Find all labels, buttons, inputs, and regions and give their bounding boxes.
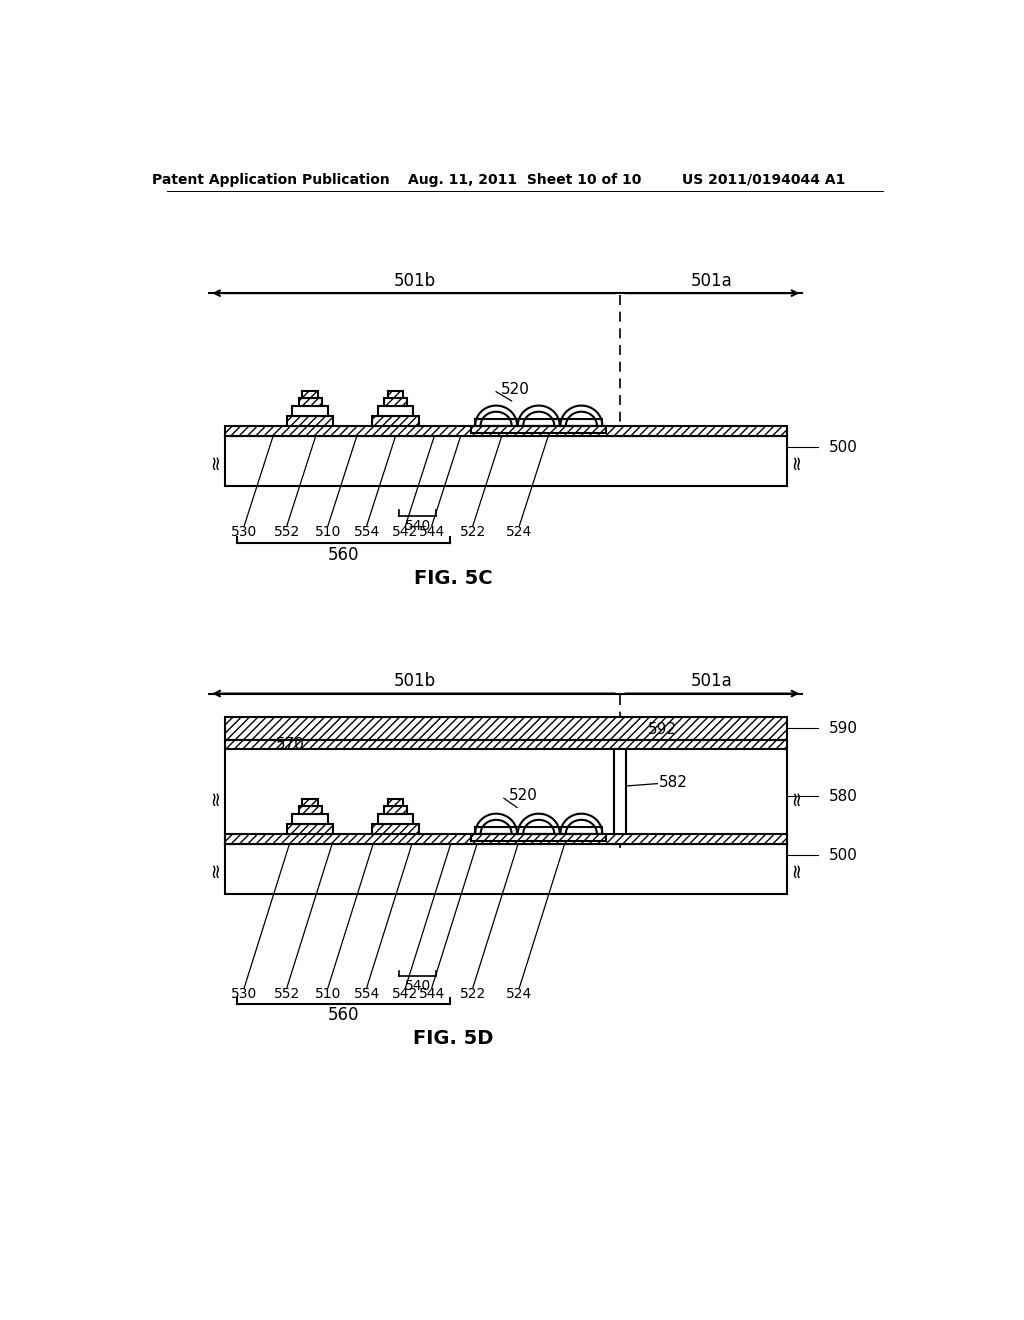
Bar	[475, 418, 602, 426]
Bar	[378, 407, 414, 416]
Bar	[225, 717, 786, 739]
Text: 500: 500	[829, 440, 858, 454]
Text: ≈: ≈	[206, 788, 225, 804]
Bar	[372, 824, 419, 834]
Bar	[299, 807, 322, 814]
Text: 501a: 501a	[690, 272, 732, 290]
Bar	[384, 807, 407, 814]
Bar	[471, 834, 606, 841]
Text: 501b: 501b	[393, 272, 436, 290]
Text: 522: 522	[460, 525, 486, 539]
Text: 554: 554	[353, 525, 380, 539]
Bar	[471, 834, 606, 841]
Bar	[292, 814, 328, 824]
Text: 522: 522	[460, 987, 486, 1001]
Text: ≈: ≈	[786, 453, 806, 469]
Bar	[287, 824, 334, 834]
Text: 530: 530	[231, 987, 257, 1001]
Text: FIG. 5C: FIG. 5C	[414, 569, 493, 587]
Bar	[292, 407, 328, 416]
Bar	[372, 824, 419, 834]
Text: Patent Application Publication: Patent Application Publication	[153, 173, 390, 187]
Bar	[388, 799, 403, 807]
Bar	[302, 391, 317, 397]
Text: 592: 592	[648, 722, 677, 738]
Bar	[287, 416, 334, 425]
Bar	[372, 416, 419, 425]
Bar	[225, 425, 786, 436]
Bar	[388, 391, 403, 397]
Text: 552: 552	[273, 987, 300, 1001]
Text: 540: 540	[404, 519, 431, 533]
Bar	[471, 425, 606, 433]
Text: 524: 524	[506, 987, 532, 1001]
Text: 500: 500	[829, 847, 858, 863]
Bar	[225, 739, 786, 748]
Text: ≈: ≈	[786, 861, 806, 876]
Bar	[384, 397, 407, 407]
Text: FIG. 5D: FIG. 5D	[414, 1030, 494, 1048]
Bar	[287, 416, 334, 425]
Text: Aug. 11, 2011  Sheet 10 of 10: Aug. 11, 2011 Sheet 10 of 10	[409, 173, 641, 187]
Text: 554: 554	[353, 987, 380, 1001]
Bar	[471, 425, 606, 433]
Bar	[299, 397, 322, 407]
Text: 542: 542	[392, 525, 419, 539]
Text: ≈: ≈	[786, 788, 806, 804]
Text: ≈: ≈	[206, 861, 225, 876]
Bar	[302, 799, 317, 807]
Text: 510: 510	[314, 525, 341, 539]
Bar	[302, 391, 317, 397]
Text: 544: 544	[419, 987, 444, 1001]
Bar	[372, 416, 419, 425]
Text: 520: 520	[501, 381, 530, 397]
Text: 520: 520	[509, 788, 538, 804]
Text: 590: 590	[829, 721, 858, 735]
Text: 560: 560	[328, 546, 358, 564]
Text: ≈: ≈	[206, 453, 225, 469]
Text: 501a: 501a	[690, 672, 732, 690]
Text: 580: 580	[829, 789, 858, 804]
Text: 540: 540	[404, 979, 431, 993]
Text: 552: 552	[273, 525, 300, 539]
Text: 501b: 501b	[393, 672, 436, 690]
Bar	[388, 391, 403, 397]
Bar	[299, 397, 322, 407]
Bar	[614, 748, 626, 843]
Text: 510: 510	[314, 987, 341, 1001]
Bar	[475, 826, 602, 834]
Bar	[225, 834, 786, 843]
Text: 542: 542	[392, 987, 419, 1001]
Bar	[287, 824, 334, 834]
Text: 582: 582	[658, 775, 687, 789]
Bar	[299, 807, 322, 814]
Text: 570: 570	[276, 737, 305, 752]
Text: 544: 544	[419, 525, 444, 539]
Bar	[225, 717, 786, 739]
Text: US 2011/0194044 A1: US 2011/0194044 A1	[682, 173, 845, 187]
Text: 530: 530	[231, 525, 257, 539]
Bar	[384, 397, 407, 407]
Bar	[388, 799, 403, 807]
Text: 560: 560	[328, 1006, 358, 1024]
Bar	[225, 834, 786, 843]
Bar	[225, 739, 786, 748]
Text: 524: 524	[506, 525, 532, 539]
Bar	[225, 425, 786, 436]
Bar	[384, 807, 407, 814]
Bar	[378, 814, 414, 824]
Bar	[302, 799, 317, 807]
